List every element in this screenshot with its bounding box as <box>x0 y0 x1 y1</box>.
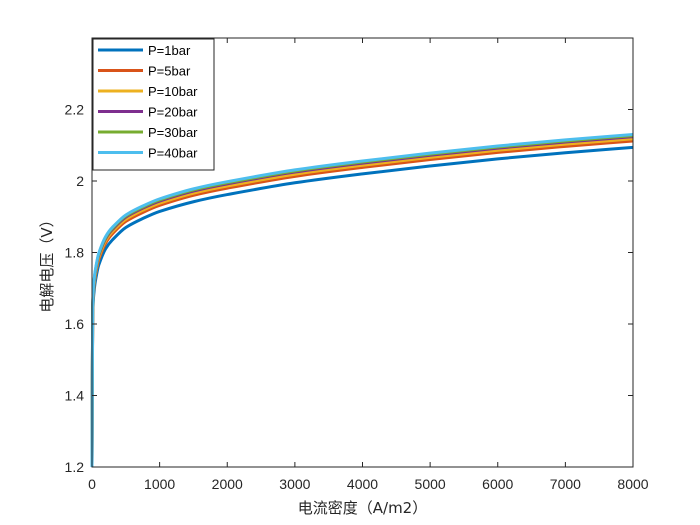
x-axis-title: 电流密度（A/m2） <box>298 499 427 517</box>
legend-label: P=30bar <box>148 125 198 140</box>
legend-label: P=20bar <box>148 105 198 120</box>
y-tick-label: 2.2 <box>65 102 85 118</box>
legend-label: P=40bar <box>148 146 198 161</box>
x-tick-label: 5000 <box>415 476 446 492</box>
x-tick-label: 2000 <box>212 476 243 492</box>
legend-label: P=1bar <box>148 43 191 58</box>
x-tick-label: 1000 <box>144 476 175 492</box>
legend-label: P=10bar <box>148 84 198 99</box>
y-axis-title: 电解电压（V） <box>38 212 56 312</box>
y-tick-label: 1.8 <box>65 245 85 261</box>
x-tick-label: 6000 <box>482 476 513 492</box>
x-tick-label: 4000 <box>347 476 378 492</box>
series-line-p-40bar <box>90 133 634 468</box>
x-tick-label: 8000 <box>617 476 648 492</box>
y-tick-label: 2 <box>76 173 84 189</box>
legend-box <box>92 38 215 171</box>
x-tick-label: 7000 <box>550 476 581 492</box>
y-tick-label: 1.6 <box>65 316 85 332</box>
y-tick-label: 1.2 <box>65 459 85 475</box>
legend: P=1bar P=5bar P=10bar P=20bar P=30bar P=40bar <box>92 38 215 171</box>
ticks-layer: 0 1000 2000 3000 4000 5000 6000 7000 8000 1.2 1.4 1… <box>65 38 649 492</box>
x-tick-label: 0 <box>88 476 96 492</box>
legend-label: P=5bar <box>148 64 191 79</box>
x-tick-label: 3000 <box>279 476 310 492</box>
series-layer <box>90 133 634 468</box>
y-tick-label: 1.4 <box>65 388 85 404</box>
